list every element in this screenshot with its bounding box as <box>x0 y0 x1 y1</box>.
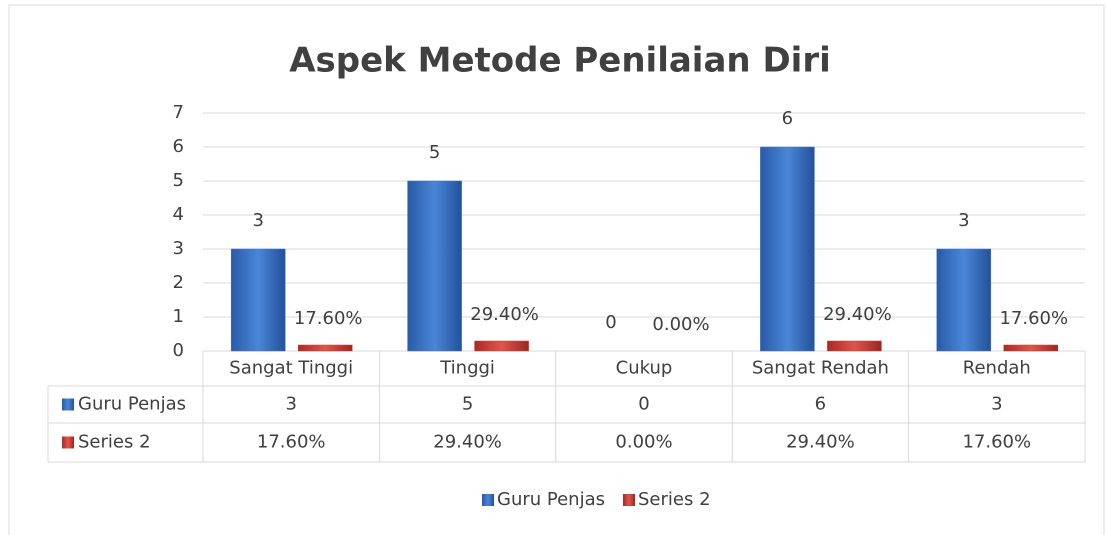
bar <box>297 344 353 352</box>
table-cell: 6 <box>815 394 826 415</box>
data-label: 5 <box>429 142 440 163</box>
chart-title: Aspek Metode Penilaian Diri <box>289 41 831 81</box>
data-label: 29.40% <box>823 304 892 325</box>
data-label: 17.60% <box>294 308 363 329</box>
table-cell: 5 <box>462 394 473 415</box>
table-cell: 0 <box>638 394 649 415</box>
table-cell: 29.40% <box>433 432 502 453</box>
bar <box>760 146 815 352</box>
data-label: 3 <box>958 210 969 231</box>
x-tick-label: Rendah <box>963 358 1031 379</box>
legend-key <box>62 398 74 411</box>
bar <box>1003 344 1059 352</box>
table-cell: 3 <box>991 394 1002 415</box>
y-tick-label: 4 <box>173 204 184 225</box>
y-tick-label: 0 <box>173 340 184 361</box>
table-row-label: Series 2 <box>78 432 151 453</box>
x-tick-label: Sangat Rendah <box>752 358 889 379</box>
table-cell: 29.40% <box>786 432 855 453</box>
data-label: 6 <box>782 108 793 129</box>
legend-label: Guru Penjas <box>497 489 605 510</box>
chart-border <box>8 4 1105 535</box>
x-tick-label: Sangat Tinggi <box>229 358 353 379</box>
y-tick-label: 3 <box>173 238 184 259</box>
data-label: 0 <box>605 312 616 333</box>
x-tick-label: Tinggi <box>439 358 495 379</box>
y-tick-label: 1 <box>173 306 184 327</box>
table-cell: 0.00% <box>615 432 672 453</box>
bar <box>474 340 529 352</box>
table-cell: 17.60% <box>962 432 1031 453</box>
legend-key <box>623 494 635 506</box>
bar <box>936 248 992 352</box>
table-cell: 17.60% <box>257 432 326 453</box>
data-label: 3 <box>252 210 263 231</box>
bar <box>230 248 286 352</box>
y-tick-label: 5 <box>173 170 184 191</box>
legend-key <box>482 494 494 506</box>
data-label: 0.00% <box>652 314 709 335</box>
x-tick-label: Cukup <box>616 358 673 379</box>
y-tick-label: 6 <box>173 136 184 157</box>
legend-label: Series 2 <box>638 489 711 510</box>
y-tick-label: 2 <box>173 272 184 293</box>
data-label: 29.40% <box>470 304 539 325</box>
table-row-label: Guru Penjas <box>78 394 186 415</box>
y-tick-label: 7 <box>173 102 184 123</box>
table-cell: 3 <box>285 394 296 415</box>
legend-key <box>62 436 74 449</box>
bar <box>827 340 882 352</box>
bar <box>407 180 462 352</box>
data-label: 17.60% <box>999 308 1068 329</box>
